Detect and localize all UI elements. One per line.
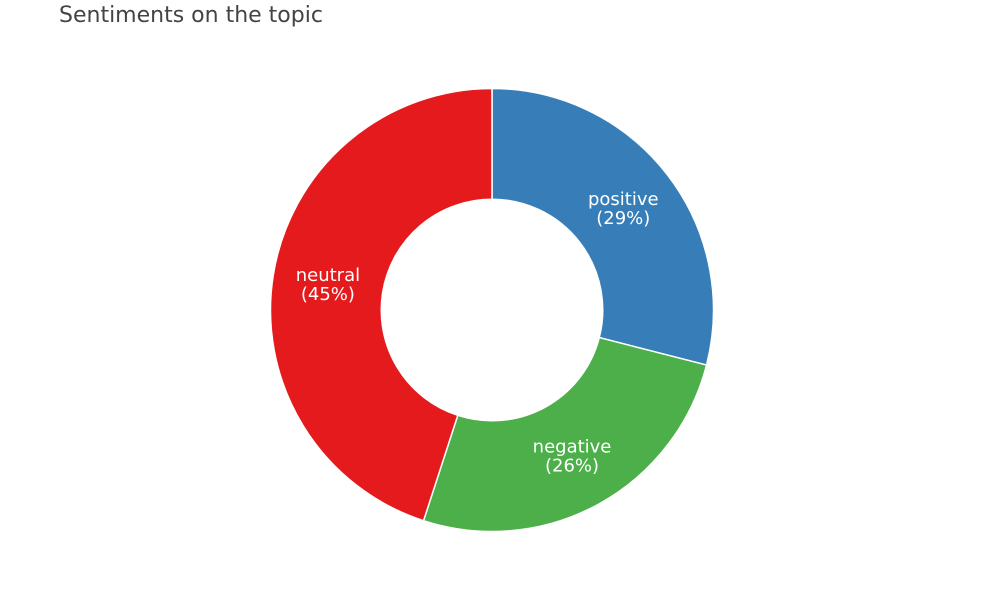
slices-group [269, 87, 715, 533]
chart-title: Sentiments on the topic [59, 3, 323, 28]
slice-neutral [269, 87, 493, 522]
slice-label-percent: (26%) [545, 456, 599, 477]
slice-label-name: negative [533, 437, 612, 458]
slice-label-percent: (29%) [596, 208, 650, 229]
labels-group: positive (29%) negative (26%) neutral (45%) [296, 189, 659, 476]
slice-label-percent: (45%) [301, 284, 355, 305]
slice-label-name: positive [588, 189, 659, 210]
slice-positive [491, 87, 715, 366]
slice-label-positive: positive (29%) [588, 189, 659, 229]
slice-label-name: neutral [296, 265, 360, 286]
slice-negative [422, 336, 708, 533]
slice-label-neutral: neutral (45%) [296, 265, 360, 305]
slice-label-negative: negative (26%) [533, 437, 612, 477]
